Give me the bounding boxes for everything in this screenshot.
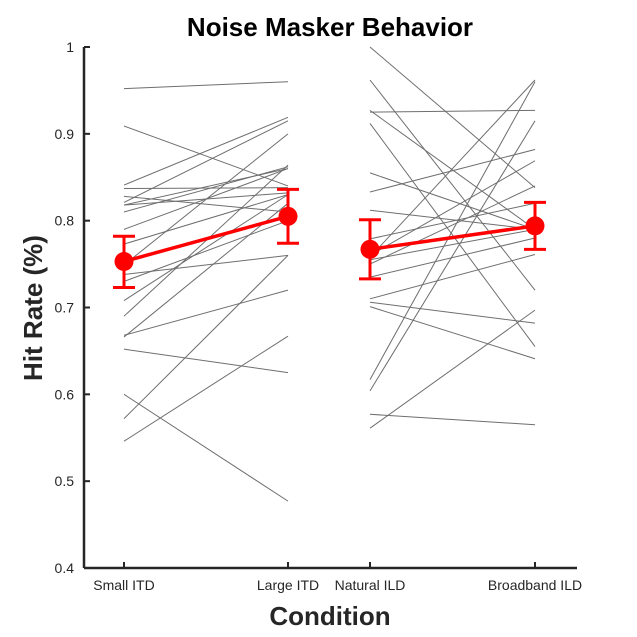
y-tick-label: 0.4 bbox=[55, 560, 75, 576]
x-tick-label: Natural ILD bbox=[335, 577, 406, 593]
y-tick-label: 0.7 bbox=[55, 300, 75, 316]
subject-line bbox=[369, 79, 536, 258]
chart-title: Noise Masker Behavior bbox=[187, 12, 473, 42]
subject-line bbox=[369, 148, 536, 193]
subject-line bbox=[123, 81, 289, 90]
mean-point bbox=[114, 251, 134, 271]
subject-line bbox=[369, 301, 536, 324]
subject-line bbox=[123, 120, 289, 203]
subject-line bbox=[123, 254, 289, 275]
subject-line bbox=[369, 172, 536, 230]
subject-line bbox=[369, 79, 536, 291]
subject-line bbox=[369, 160, 536, 256]
x-tick-label: Broadband ILD bbox=[488, 577, 582, 593]
y-tick-label: 0.6 bbox=[55, 386, 75, 402]
y-tick-label: 0.5 bbox=[55, 473, 75, 489]
mean-line bbox=[123, 214, 289, 264]
subject-line bbox=[369, 309, 536, 429]
subject-line bbox=[123, 125, 289, 187]
subject-line bbox=[123, 335, 289, 442]
mean-line bbox=[369, 224, 536, 252]
mean-series bbox=[113, 187, 546, 290]
axes bbox=[82, 47, 577, 570]
subject-line bbox=[369, 228, 536, 261]
subject-line bbox=[123, 166, 289, 213]
subject-line bbox=[123, 116, 289, 186]
y-tick-label: 0.8 bbox=[55, 213, 75, 229]
subject-line bbox=[369, 209, 536, 230]
subject-line bbox=[369, 120, 536, 392]
subject-line bbox=[123, 220, 289, 282]
subject-line bbox=[123, 289, 289, 336]
subject-line bbox=[369, 109, 536, 113]
subject-line bbox=[123, 194, 289, 301]
subject-line bbox=[369, 185, 536, 265]
subject-line bbox=[369, 413, 536, 426]
subject-lines bbox=[123, 46, 536, 502]
subject-line bbox=[123, 393, 289, 502]
x-axis-label: Condition bbox=[269, 601, 390, 631]
subject-line bbox=[369, 81, 536, 380]
x-ticks: Small ITD Large ITD Natural ILD Broadband I… bbox=[93, 562, 582, 593]
y-tick-label: 1 bbox=[66, 39, 74, 55]
mean-point bbox=[525, 216, 545, 236]
y-ticks: 0.4 0.5 0.6 0.7 0.8 0.9 1 bbox=[55, 39, 90, 576]
mean-point bbox=[278, 206, 298, 226]
subject-line bbox=[369, 109, 536, 230]
subject-line bbox=[369, 254, 536, 300]
subject-line bbox=[123, 133, 289, 266]
y-tick-label: 0.9 bbox=[55, 126, 75, 142]
subject-line bbox=[369, 306, 536, 360]
subject-line bbox=[123, 255, 289, 420]
subject-line bbox=[369, 46, 536, 189]
subject-line bbox=[369, 237, 536, 278]
x-tick-label: Large ITD bbox=[257, 577, 319, 593]
subject-line bbox=[123, 194, 289, 245]
subject-line bbox=[369, 123, 536, 347]
subject-line bbox=[369, 202, 536, 240]
subject-line bbox=[123, 348, 289, 374]
y-axis-label: Hit Rate (%) bbox=[18, 235, 48, 381]
x-tick-label: Small ITD bbox=[93, 577, 154, 593]
mean-point bbox=[360, 239, 380, 259]
